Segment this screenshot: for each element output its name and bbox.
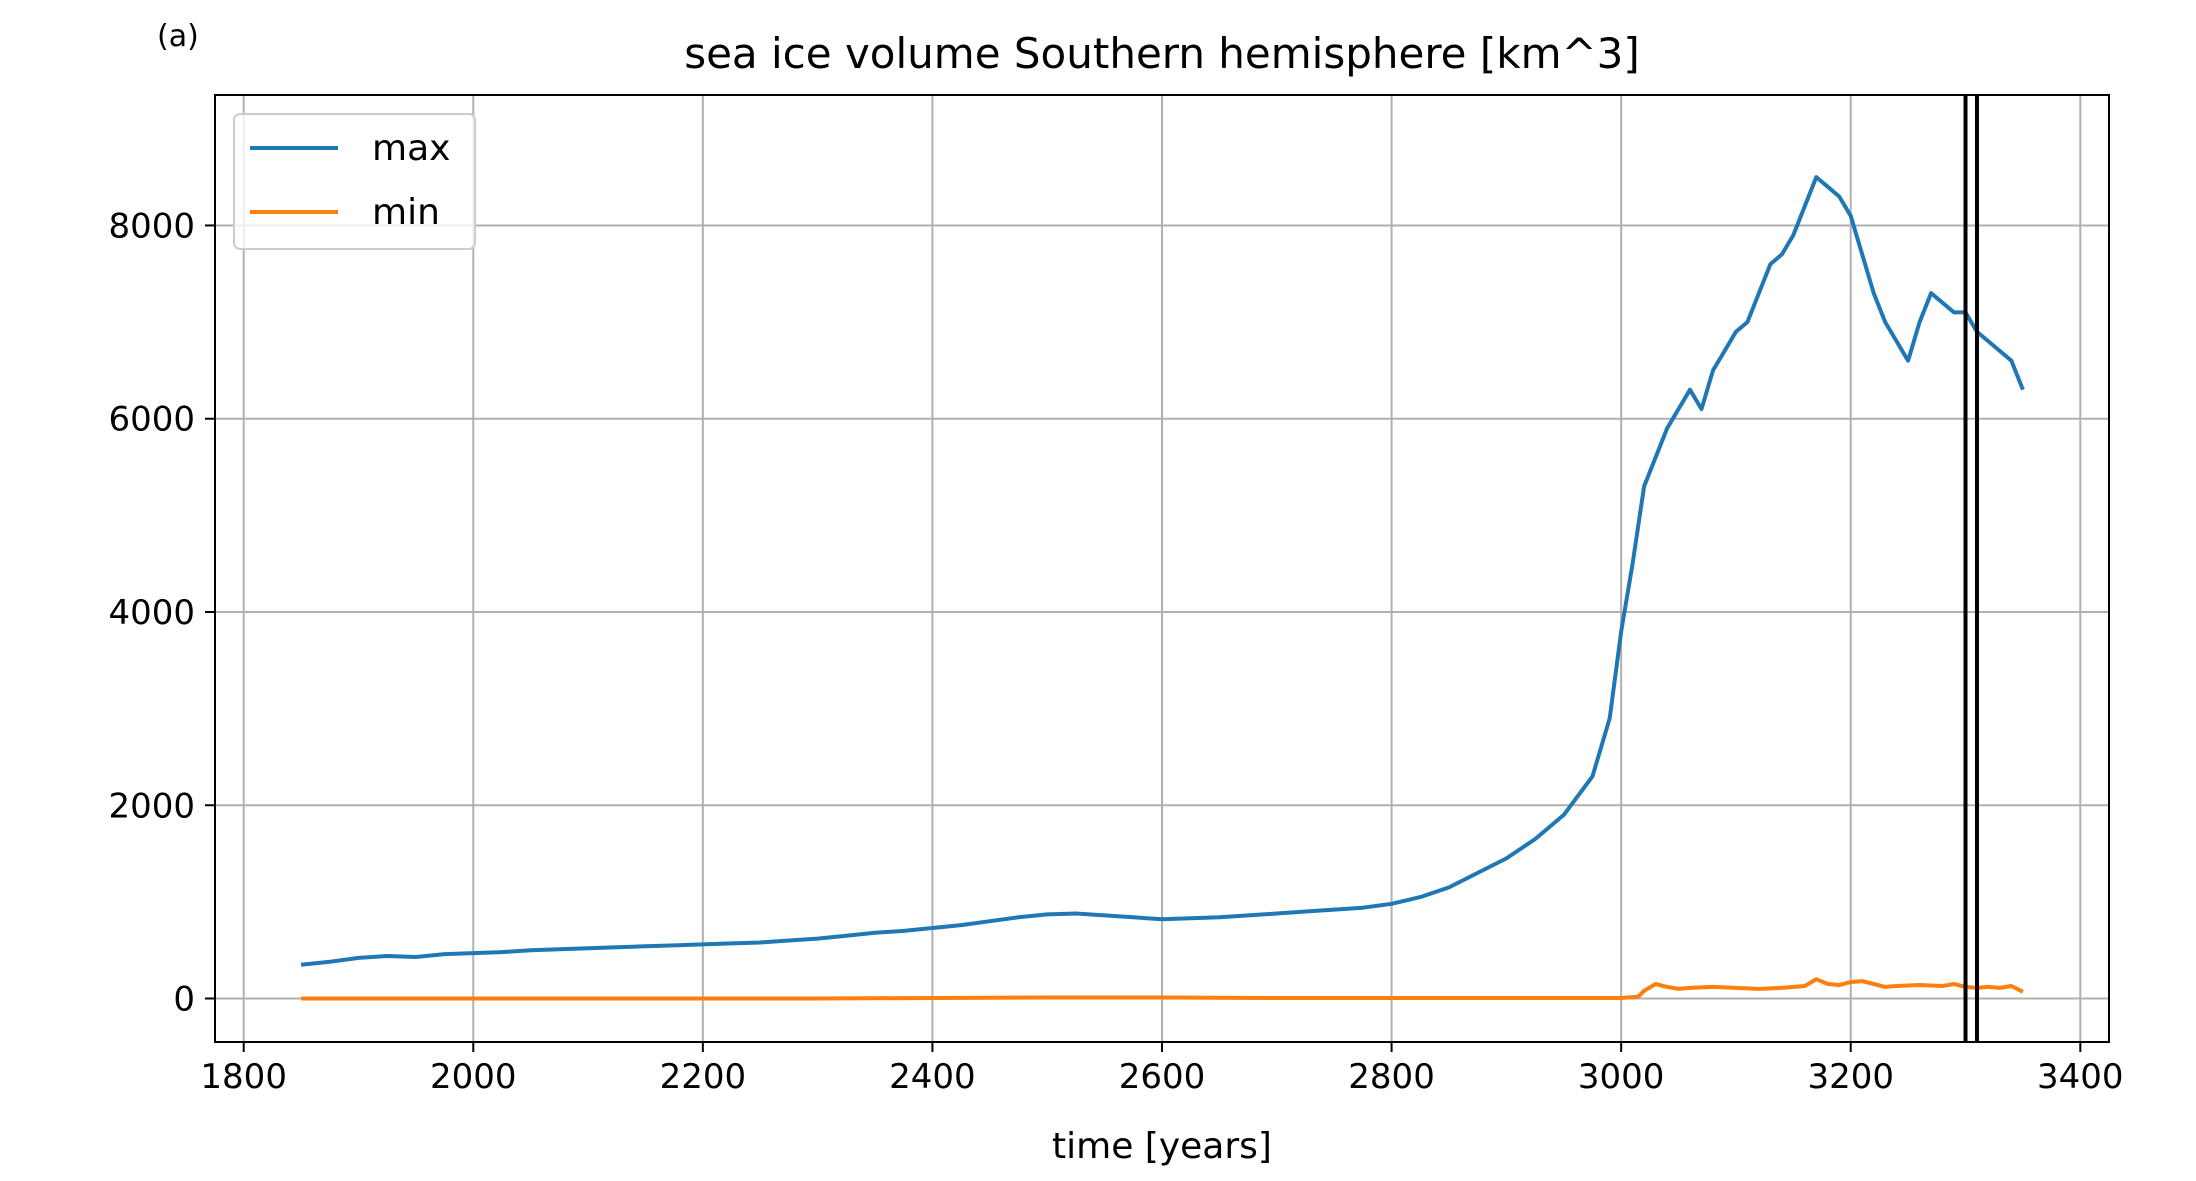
x-tick-label: 2200 xyxy=(660,1057,747,1097)
grid-lines xyxy=(215,95,2109,1042)
series-line-max xyxy=(300,175,2025,967)
x-tick-label: 3000 xyxy=(1578,1057,1665,1097)
legend-label-max: max xyxy=(372,128,450,169)
series-line-min xyxy=(301,977,2024,1001)
legend-label-min: min xyxy=(372,192,440,233)
y-tick-label: 2000 xyxy=(108,786,195,826)
data-lines xyxy=(300,175,2025,1001)
y-tick-label: 4000 xyxy=(108,593,195,633)
x-axis-ticks: 1800 2000 2200 2400 2600 2800 3000 3200 3400 xyxy=(200,1042,2124,1097)
y-tick-label: 8000 xyxy=(108,206,195,246)
reference-lines xyxy=(1963,95,1979,1042)
legend: max min xyxy=(233,113,476,250)
x-tick-label: 2000 xyxy=(430,1057,517,1097)
x-tick-label: 2600 xyxy=(1119,1057,1206,1097)
x-tick-label: 1800 xyxy=(200,1057,287,1097)
x-tick-label: 3200 xyxy=(1807,1057,1894,1097)
x-axis-label: time [years] xyxy=(1052,1126,1272,1167)
y-tick-label: 6000 xyxy=(108,400,195,440)
x-tick-label: 3400 xyxy=(2037,1057,2124,1097)
y-axis-ticks: 0 2000 4000 6000 8000 xyxy=(108,206,215,1020)
x-tick-label: 2400 xyxy=(889,1057,976,1097)
chart-title: sea ice volume Southern hemisphere [km^3… xyxy=(684,29,1640,78)
panel-label: (a) xyxy=(157,19,199,54)
x-tick-label: 2800 xyxy=(1348,1057,1435,1097)
y-tick-label: 0 xyxy=(173,980,195,1020)
